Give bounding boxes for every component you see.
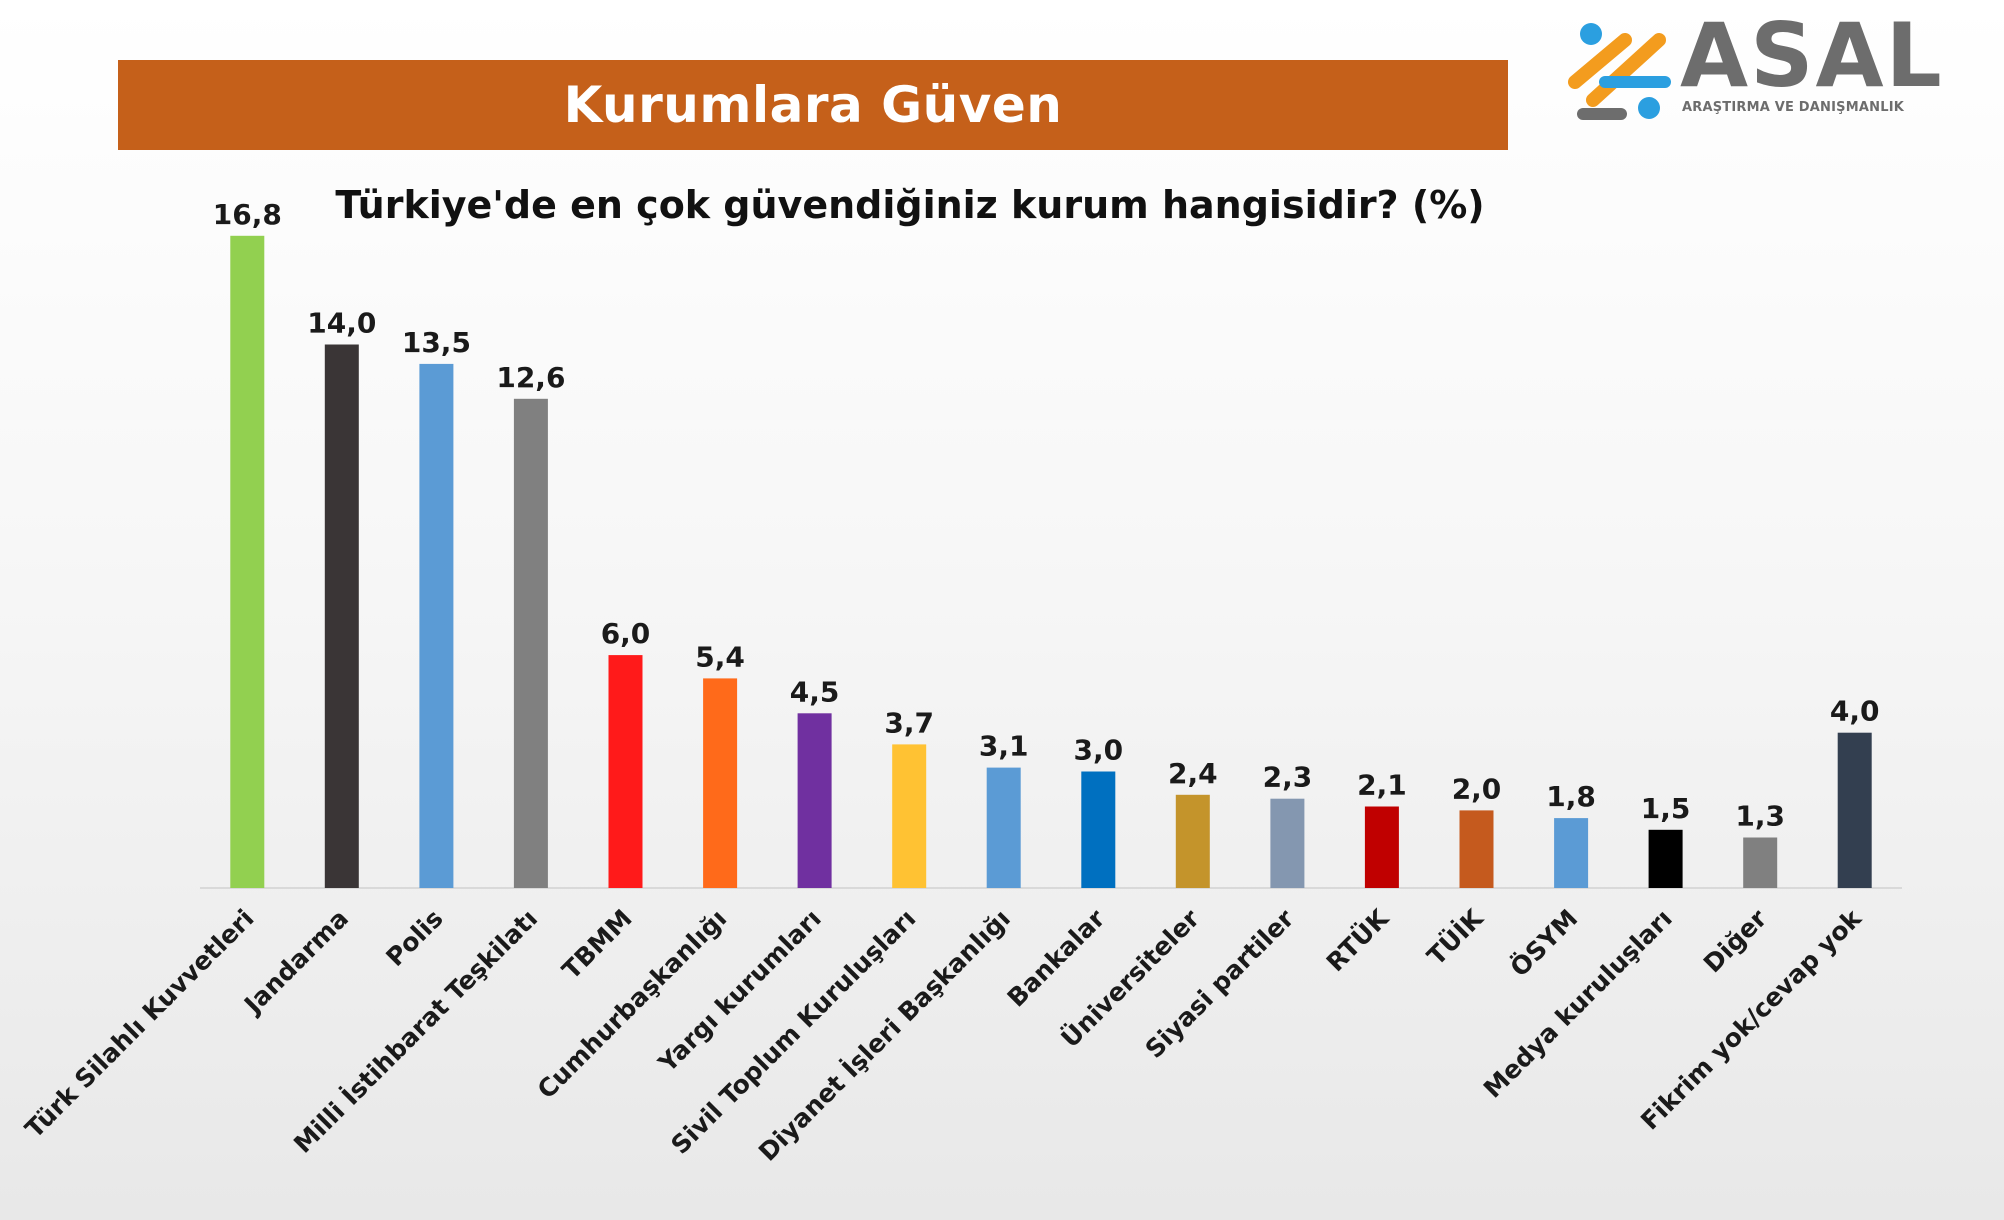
data-label: 3,7 <box>884 706 934 739</box>
bar <box>1648 829 1683 888</box>
category-label: Yargı kurumları <box>652 904 827 1079</box>
data-label: 3,0 <box>1073 734 1123 767</box>
bar <box>1459 810 1494 888</box>
data-label: 4,0 <box>1830 695 1880 728</box>
data-label: 6,0 <box>601 617 651 650</box>
bar <box>608 655 643 888</box>
logo-mark-stroke-2 <box>1586 33 1666 107</box>
bar <box>513 398 548 888</box>
title-banner: Kurumlara Güven <box>118 60 1508 150</box>
bar <box>1175 794 1210 888</box>
bar <box>230 235 265 889</box>
bar <box>324 344 359 888</box>
data-label: 5,4 <box>695 640 745 673</box>
bar <box>1364 806 1399 888</box>
bar <box>1081 771 1116 888</box>
category-label: Medya kuruluşları <box>1478 904 1678 1104</box>
data-label: 2,4 <box>1168 757 1218 790</box>
value-labels-layer: 16,8 14,0 13,5 12,6 6,0 5,4 4,5 3,7 3,1 3,0 2,4 2,3… <box>213 198 1880 833</box>
bar <box>1837 732 1872 888</box>
logo-mark-dot-top <box>1580 23 1602 45</box>
data-label: 1,8 <box>1546 780 1596 813</box>
category-label: ÖSYM <box>1504 903 1583 982</box>
bar <box>1270 798 1305 888</box>
category-label: Türk Silahlı Kuvvetleri <box>20 904 260 1144</box>
asal-logo: ASAL ARAŞTIRMA VE DANIŞMANLIK <box>1565 12 1945 128</box>
data-label: 1,3 <box>1735 800 1785 833</box>
logo-tagline: ARAŞTIRMA VE DANIŞMANLIK <box>1682 100 1905 115</box>
data-label: 13,5 <box>402 326 471 359</box>
data-label: 16,8 <box>213 198 282 231</box>
data-label: 1,5 <box>1641 792 1691 825</box>
bar <box>986 767 1021 888</box>
category-label: TÜİK <box>1421 902 1490 971</box>
logo-mark-stroke-1 <box>1568 33 1632 89</box>
category-label: Cumhurbaşkanlığı <box>532 904 733 1105</box>
bar <box>797 713 832 888</box>
category-label: RTÜK <box>1320 902 1395 977</box>
bars-layer <box>230 235 1872 889</box>
bar <box>892 744 927 888</box>
logo-mark-dot-bottom <box>1638 97 1660 119</box>
category-label: Polis <box>380 904 448 972</box>
bar <box>703 678 738 888</box>
data-label: 3,1 <box>979 730 1029 763</box>
bar <box>1743 837 1778 888</box>
data-label: 14,0 <box>307 307 376 340</box>
banner-title: Kurumlara Güven <box>563 76 1063 134</box>
bar <box>1554 818 1589 888</box>
data-label: 2,3 <box>1263 761 1313 794</box>
bar <box>419 363 454 888</box>
chart-title: Türkiye'de en çok güvendiğiniz kurum han… <box>335 183 1485 227</box>
data-label: 2,0 <box>1452 772 1502 805</box>
logo-mark-icon <box>1568 23 1671 120</box>
logo-wordmark: ASAL <box>1680 4 1944 107</box>
data-label: 2,1 <box>1357 769 1407 802</box>
category-label: Diğer <box>1698 903 1773 978</box>
data-label: 12,6 <box>496 361 565 394</box>
category-label: TBMM <box>557 904 638 985</box>
data-label: 4,5 <box>790 675 840 708</box>
